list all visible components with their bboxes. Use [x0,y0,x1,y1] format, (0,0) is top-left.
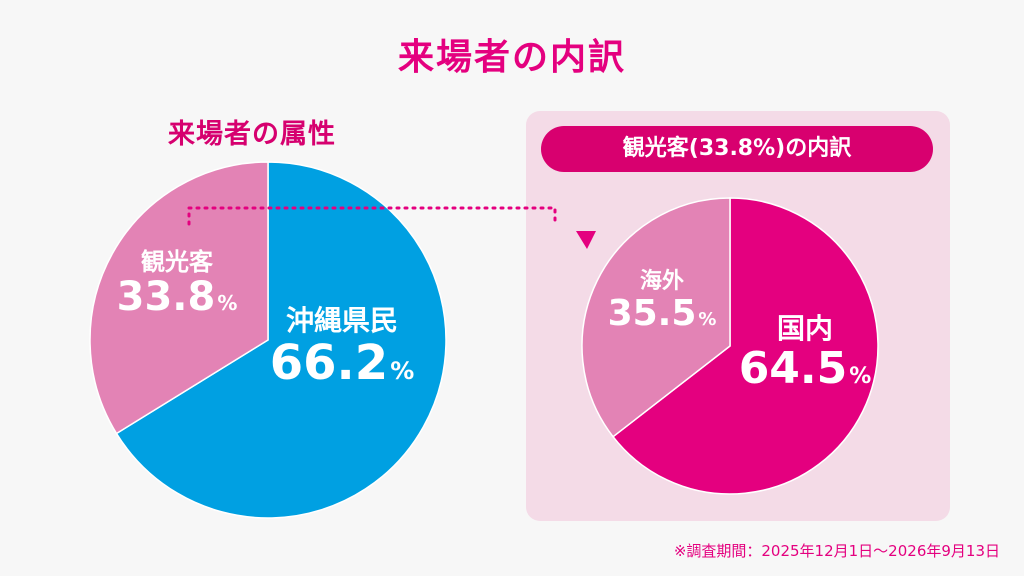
attribute-chart-title: 来場者の属性 [168,119,336,150]
slice-value-okinawa: 66.2% [262,334,422,391]
percent-sign: % [698,309,717,331]
slice-name-okinawa: 沖縄県民 [285,304,398,337]
connector-dotted-line [187,206,557,228]
slice-value-tourist: 33.8% [112,275,242,319]
percent-sign: % [849,363,872,389]
pie-slice-domestic [612,197,879,495]
slice-label-okinawa: 沖縄県民 66.2% [262,304,422,391]
survey-period-footnote: ※調査期間：2025年12月1日〜2026年9月13日 [673,542,1000,560]
slice-name-domestic: 国内 [776,312,833,345]
percent-sign: % [390,356,415,385]
slice-number-overseas: 35.5 [607,293,697,335]
connector-arrow-icon [576,231,596,249]
pie-slice-overseas [581,197,731,438]
slice-value-domestic: 64.5% [720,342,890,394]
slice-number-tourist: 33.8 [116,274,216,321]
page-title: 来場者の内訳 [397,37,626,78]
slice-number-domestic: 64.5 [738,342,848,394]
slice-label-domestic: 国内 64.5% [720,312,890,394]
slice-value-overseas: 35.5% [597,294,727,334]
tourist-breakdown-pie-chart [581,197,879,495]
slice-label-tourist: 観光客 33.8% [112,248,242,320]
breakdown-panel-title: 観光客(33.8%)の内訳 [541,126,933,172]
attribute-pie-chart [89,161,447,519]
pie-slice-okinawa [115,161,447,519]
slice-name-tourist: 観光客 [141,248,213,276]
percent-sign: % [217,291,238,316]
slice-label-overseas: 海外 35.5% [597,269,727,334]
slice-name-overseas: 海外 [639,269,684,294]
pie-slice-tourist [89,161,269,435]
slice-number-okinawa: 66.2 [269,334,389,391]
